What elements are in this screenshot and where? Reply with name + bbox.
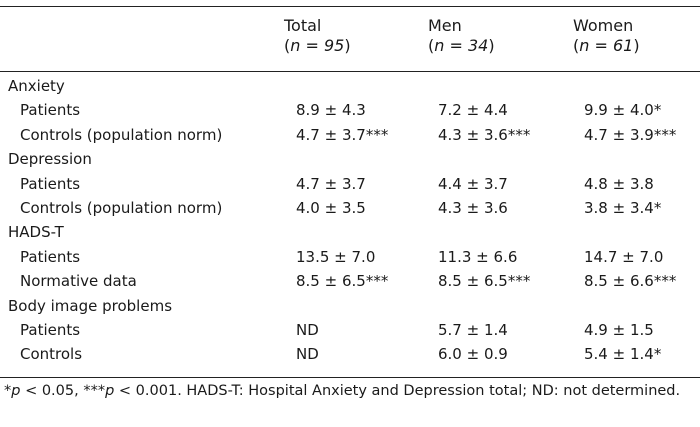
header-women-n: (n = 61) — [573, 36, 640, 55]
row-label: Controls — [20, 345, 83, 364]
header-men-n: (n = 34) — [428, 36, 495, 55]
table-row: Controls (population norm) 4.7 ± 3.7*** 4.… — [0, 123, 700, 147]
table-group-row: Depression — [0, 147, 700, 171]
cell-men: 4.4 ± 3.7 — [438, 174, 508, 193]
cell-women: 5.4 ± 1.4* — [584, 345, 662, 364]
table-row: Controls ND 6.0 ± 0.9 5.4 ± 1.4* — [0, 342, 700, 366]
table-group-row: Body image problems — [0, 294, 700, 318]
table-row: Patients ND 5.7 ± 1.4 4.9 ± 1.5 — [0, 318, 700, 342]
header-total-n-text: n = 95 — [290, 36, 345, 55]
cell-men: 4.3 ± 3.6*** — [438, 125, 531, 144]
cell-total: 4.7 ± 3.7*** — [296, 125, 389, 144]
table-footnote: *p < 0.05, ***p < 0.001. HADS-T: Hospita… — [4, 383, 681, 399]
table-row: Patients 13.5 ± 7.0 11.3 ± 6.6 14.7 ± 7.0 — [0, 245, 700, 269]
header-men: Men (n = 34) — [428, 16, 495, 56]
table-top-rule — [0, 6, 700, 7]
row-label: Normative data — [20, 272, 137, 291]
row-label: Patients — [20, 247, 81, 266]
cell-women: 14.7 ± 7.0 — [584, 247, 664, 266]
cell-women: 4.8 ± 3.8 — [584, 174, 654, 193]
cell-total: 8.9 ± 4.3 — [296, 101, 366, 120]
cell-men: 5.7 ± 1.4 — [438, 321, 508, 339]
group-label: Anxiety — [8, 77, 65, 95]
table-group-row: HADS-T — [0, 220, 700, 244]
table-row: Normative data 8.5 ± 6.5*** 8.5 ± 6.5*** 8.… — [0, 269, 700, 293]
row-label: Patients — [20, 101, 81, 120]
cell-men: 4.3 ± 3.6 — [438, 199, 508, 217]
table-header-rule — [0, 71, 700, 72]
cell-men: 6.0 ± 0.9 — [438, 345, 508, 364]
header-total-n: (n = 95) — [284, 36, 351, 55]
table-row: Patients 4.7 ± 3.7 4.4 ± 3.7 4.8 ± 3.8 — [0, 172, 700, 196]
header-women-n-text: n = 61 — [579, 36, 634, 55]
group-label: Depression — [8, 150, 92, 169]
cell-women: 3.8 ± 3.4* — [584, 199, 662, 217]
cell-men: 11.3 ± 6.6 — [438, 247, 518, 266]
cell-total: ND — [296, 321, 319, 339]
header-men-title: Men — [428, 16, 462, 35]
header-women-title: Women — [573, 16, 634, 35]
cell-women: 4.9 ± 1.5 — [584, 321, 654, 339]
cell-total: ND — [296, 345, 319, 364]
cell-women: 9.9 ± 4.0* — [584, 101, 662, 120]
row-label: Controls (population norm) — [20, 199, 223, 217]
table-bottom-rule — [0, 377, 700, 378]
row-label: Patients — [20, 321, 81, 339]
row-label: Controls (population norm) — [20, 125, 223, 144]
cell-total: 13.5 ± 7.0 — [296, 247, 376, 266]
row-label: Patients — [20, 174, 81, 193]
cell-total: 4.0 ± 3.5 — [296, 199, 366, 217]
header-total: Total (n = 95) — [284, 16, 351, 56]
cell-total: 4.7 ± 3.7 — [296, 174, 366, 193]
cell-total: 8.5 ± 6.5*** — [296, 272, 389, 291]
table-group-row: Anxiety — [0, 74, 700, 98]
cell-men: 8.5 ± 6.5*** — [438, 272, 531, 291]
cell-women: 4.7 ± 3.9*** — [584, 125, 677, 144]
table-row: Controls (population norm) 4.0 ± 3.5 4.3 ±… — [0, 196, 700, 220]
header-women: Women (n = 61) — [573, 16, 640, 56]
cell-men: 7.2 ± 4.4 — [438, 101, 508, 120]
header-men-n-text: n = 34 — [434, 36, 489, 55]
table-row: Patients 8.9 ± 4.3 7.2 ± 4.4 9.9 ± 4.0* — [0, 98, 700, 122]
cell-women: 8.5 ± 6.6*** — [584, 272, 677, 291]
group-label: HADS-T — [8, 223, 64, 242]
group-label: Body image problems — [8, 296, 173, 315]
header-total-title: Total — [284, 16, 322, 35]
